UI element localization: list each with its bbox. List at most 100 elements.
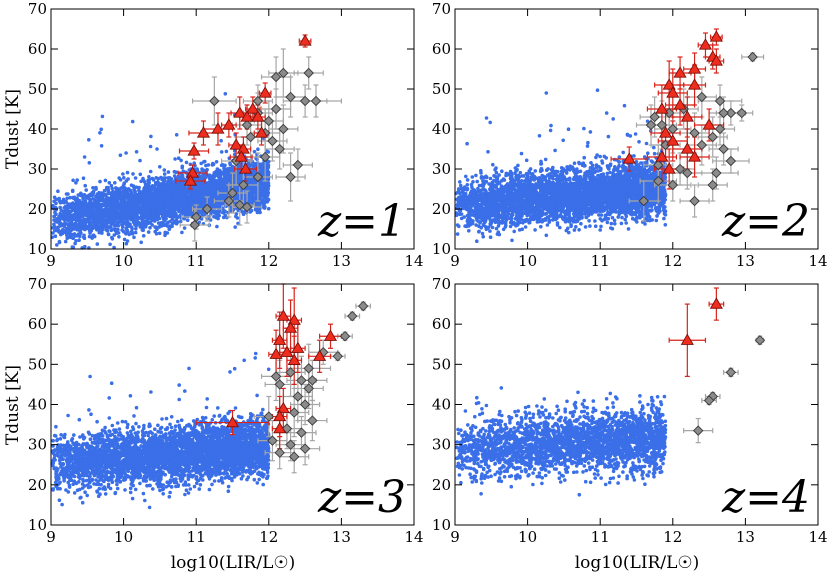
simulation-point [124,190,129,194]
simulation-point [57,221,62,226]
simulation-point [103,178,108,183]
simulation-point [63,239,68,244]
simulation-point [150,201,155,206]
simulation-point [184,206,188,210]
simulation-point [184,160,189,165]
simulation-point [158,200,163,205]
simulation-point [118,153,123,157]
simulation-point [121,172,125,176]
simulation-point [77,227,82,231]
simulation-point [158,205,163,209]
simulation-point [107,181,112,185]
simulation-point [100,214,104,219]
simulation-point [91,219,95,223]
simulation-point [122,181,126,185]
simulation-point [146,209,151,214]
simulation-point [60,231,65,236]
y-tick-label: 60 [28,40,47,58]
simulation-point [129,225,134,229]
simulation-point [117,190,121,195]
simulation-point [96,224,101,229]
simulation-point [88,197,93,202]
simulation-point [180,174,185,178]
simulation-point [209,200,213,204]
simulation-point [260,166,264,170]
simulation-point [126,177,130,181]
simulation-point [131,172,135,176]
simulation-point [84,213,88,218]
simulation-point [138,172,143,177]
simulation-point [134,150,139,154]
simulation-point [131,184,136,188]
simulation-point [105,185,109,190]
simulation-point [83,199,88,203]
simulation-point [133,176,138,180]
simulation-point [165,231,170,235]
simulation-point [119,208,123,212]
simulation-point [120,199,125,203]
simulation-point [180,230,184,235]
simulation-point [139,214,144,219]
simulation-point [259,162,264,166]
simulation-point [146,199,150,203]
simulation-point [94,221,98,226]
simulation-point [262,202,266,207]
simulation-point [88,211,93,216]
simulation-point [117,213,121,217]
simulation-point [109,183,114,188]
simulation-point [249,194,253,199]
simulation-point [55,226,59,231]
simulation-point [98,210,102,214]
simulation-point [62,218,67,222]
simulation-point [174,214,179,218]
simulation-point [80,193,85,197]
simulation-point [171,200,175,204]
simulation-point [248,200,253,204]
simulation-point [199,161,203,166]
simulation-point [162,210,167,214]
simulation-point [203,159,207,164]
simulation-point [162,223,167,227]
simulation-point [113,211,117,215]
simulation-point [69,221,73,226]
simulation-point [91,233,96,237]
simulation-point [154,231,159,236]
simulation-point [99,144,104,148]
simulation-point [174,193,179,198]
simulation-point [125,211,129,215]
simulation-point [500,169,504,173]
simulation-point [151,197,156,202]
simulation-point [246,161,251,165]
simulation-point [148,169,153,174]
simulation-point [52,218,56,222]
simulation-point [57,239,62,244]
simulation-point [87,225,92,230]
x-tick-label: 9 [46,252,56,270]
simulation-point [240,209,245,214]
simulation-point [253,208,258,212]
simulation-point [170,194,174,198]
simulation-point [71,178,75,183]
simulation-point [64,210,69,214]
simulation-point [97,217,101,222]
simulation-point [112,198,117,203]
simulation-point [97,190,101,195]
simulation-point [64,226,69,231]
simulation-point [188,206,193,210]
simulation-point [52,195,57,200]
simulation-point [142,187,146,191]
simulation-point [95,242,100,246]
simulation-point [138,158,142,163]
simulation-point [92,210,97,214]
simulation-point [156,214,160,219]
simulation-point [99,127,103,132]
simulation-point [122,216,126,221]
simulation-point [82,236,87,240]
simulation-point [61,222,66,226]
simulation-point [236,221,240,226]
simulation-point [148,225,152,230]
simulation-point [149,134,153,139]
simulation-point [110,215,115,220]
simulation-point [87,161,92,165]
